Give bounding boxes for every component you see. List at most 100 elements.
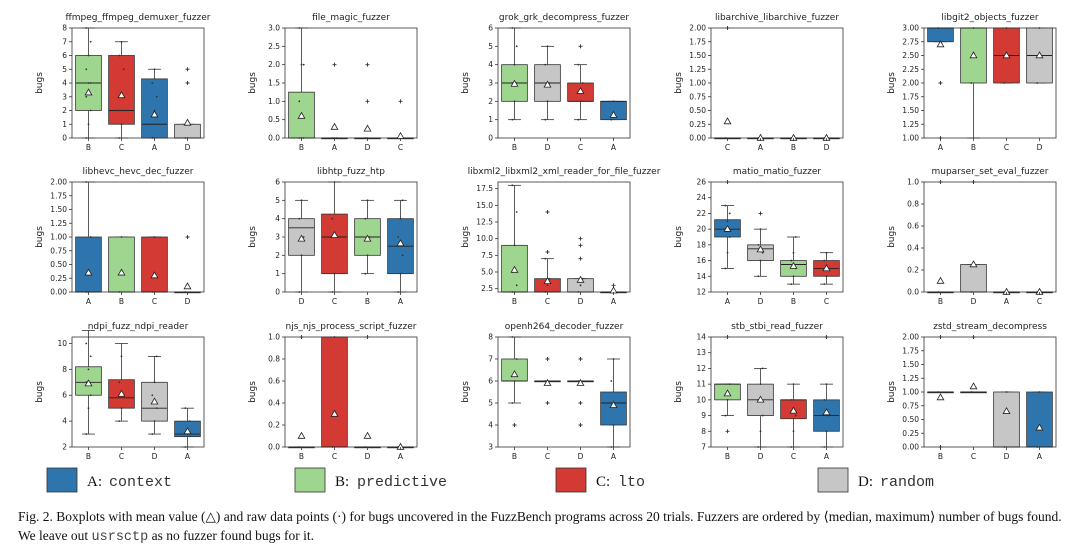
outlier-marker — [545, 210, 550, 214]
outlier-marker — [185, 235, 190, 239]
raw-point — [577, 118, 580, 121]
raw-point — [612, 424, 615, 426]
x-tick-label: B — [512, 452, 517, 461]
box-group: D — [174, 67, 201, 152]
raw-point — [546, 100, 549, 103]
y-tick-label: 1.50 — [689, 51, 706, 60]
box-B — [108, 236, 135, 293]
box-group: B — [927, 335, 954, 461]
raw-point — [155, 355, 158, 358]
raw-point — [511, 291, 514, 293]
outlier-marker — [971, 180, 976, 184]
raw-point — [151, 433, 154, 435]
y-tick-label: 8 — [62, 24, 67, 33]
raw-point — [577, 291, 580, 293]
box-group: B — [501, 184, 528, 306]
raw-point — [544, 291, 547, 293]
subplot: grok_grk_decompress_fuzzer 0 1 2 3 4 5 6 bugs B D C… — [461, 13, 631, 152]
y-tick-label: 6 — [275, 178, 280, 187]
raw-point — [302, 137, 305, 139]
raw-point — [761, 367, 764, 370]
y-tick-label: 2.25 — [902, 65, 919, 74]
y-tick-label: 18 — [696, 240, 706, 249]
raw-point — [548, 82, 551, 84]
y-tick-label: 2.5 — [268, 42, 280, 51]
raw-point — [335, 137, 338, 139]
y-tick-label: 1.25 — [50, 219, 67, 228]
y-axis-label: bugs — [35, 226, 45, 248]
x-tick-label: C — [119, 143, 124, 152]
y-tick-label: 9 — [701, 411, 706, 420]
x-tick-label: D — [578, 452, 584, 461]
raw-point — [610, 380, 613, 382]
raw-point — [612, 100, 615, 103]
x-tick-label: D — [365, 143, 371, 152]
raw-point — [89, 82, 92, 84]
y-tick-label: 2.00 — [50, 178, 67, 187]
mean-marker — [789, 261, 798, 269]
box-group: A — [747, 133, 774, 152]
raw-point — [825, 383, 828, 386]
raw-point — [85, 342, 88, 345]
box-C — [141, 236, 168, 293]
mean-marker — [723, 117, 732, 125]
legend-swatch — [817, 467, 849, 493]
mean-marker — [183, 282, 192, 290]
box-group: B — [714, 335, 741, 461]
raw-point — [612, 358, 615, 360]
outlier-marker — [758, 211, 763, 216]
y-tick-label: 1.50 — [902, 106, 919, 115]
raw-point — [970, 391, 973, 393]
raw-point — [118, 54, 121, 57]
y-tick-label: 1 — [62, 120, 67, 129]
raw-point — [515, 45, 518, 48]
y-tick-label: 8 — [62, 365, 67, 374]
raw-point — [85, 291, 88, 293]
box-A — [927, 27, 954, 43]
raw-point — [761, 414, 764, 417]
y-tick-label: 1.75 — [50, 191, 67, 200]
x-tick-label: A — [611, 452, 617, 461]
x-tick-label: C — [332, 297, 337, 306]
y-tick-label: 2 — [62, 106, 67, 115]
outlier-marker — [545, 250, 550, 254]
box-group: C — [534, 357, 561, 461]
raw-point — [298, 27, 301, 29]
mean-marker — [297, 234, 306, 242]
raw-point — [823, 446, 826, 448]
box-group: D — [567, 236, 594, 306]
raw-point — [790, 446, 793, 448]
y-tick-label: 2.00 — [902, 79, 919, 88]
raw-point — [118, 381, 121, 384]
legend-key: A: — [87, 474, 102, 490]
mean-marker — [150, 397, 159, 405]
mean-marker — [969, 51, 978, 59]
legend-item-A: A: context — [46, 467, 172, 493]
raw-point — [511, 184, 514, 187]
y-tick-label: 1.0 — [268, 97, 280, 106]
raw-point — [89, 394, 92, 397]
outlier-marker — [365, 62, 370, 67]
mean-marker — [363, 431, 372, 439]
box-group: C — [141, 236, 168, 306]
y-axis-label: bugs — [248, 226, 258, 248]
raw-point — [513, 63, 516, 66]
y-tick-label: 20 — [696, 225, 706, 234]
plot-frame — [923, 181, 1057, 293]
mean-marker — [510, 370, 519, 378]
y-tick-label: 0.0 — [907, 288, 919, 297]
raw-point — [118, 109, 121, 112]
mean-marker — [936, 276, 945, 284]
mean-marker — [84, 379, 93, 387]
outlier-marker — [938, 180, 943, 184]
y-tick-label: 10.0 — [476, 234, 493, 243]
mean-marker — [117, 268, 126, 276]
box-group: B — [288, 27, 315, 152]
box-D — [993, 391, 1020, 448]
mean-marker — [297, 431, 306, 439]
box-group: A — [714, 180, 741, 306]
raw-point — [937, 27, 940, 29]
raw-point — [614, 402, 617, 404]
box-C — [108, 55, 135, 125]
raw-point — [366, 254, 369, 257]
